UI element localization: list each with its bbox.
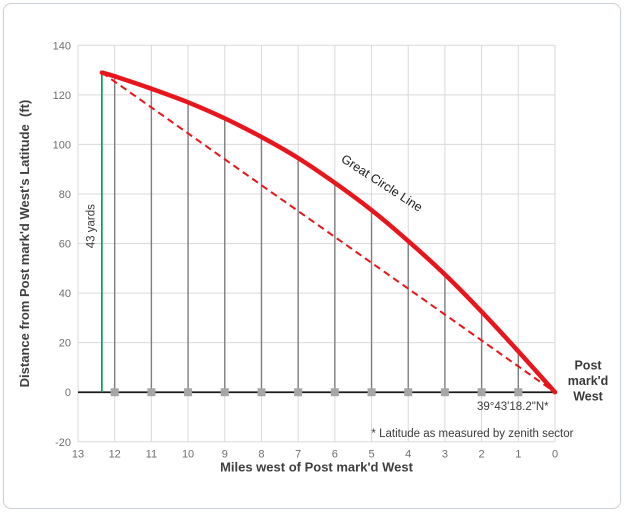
dashed-chord-line: [101, 71, 556, 394]
y-tick-label: 120: [53, 90, 71, 102]
mile-marker-square: [147, 388, 156, 397]
mile-droplines: [113, 76, 520, 393]
x-tick-label: 11: [146, 448, 157, 460]
x-tick-label: 2: [479, 448, 485, 460]
x-tick-label: 1: [515, 448, 521, 460]
y-tick-label: 80: [59, 189, 71, 201]
post-markd-west-label-line: West: [573, 390, 603, 404]
offset-43-yards-label: 43 yards: [86, 204, 98, 248]
mile-marker-square: [514, 388, 523, 397]
y-tick-label: -20: [55, 437, 71, 449]
mile-marker-square: [367, 388, 376, 397]
great-circle-line-label: Great Circle Line: [339, 152, 425, 215]
latitude-value-label: 39°43'18.2"N*: [477, 401, 549, 413]
mile-marker-square: [110, 388, 119, 397]
y-tick-label: 100: [53, 139, 71, 151]
y-tick-label: 20: [59, 338, 71, 350]
x-tick-label: 7: [295, 448, 301, 460]
mile-marker-square: [220, 388, 229, 397]
x-tick-label: 10: [182, 448, 194, 460]
x-tick-label: 0: [552, 448, 558, 460]
mile-marker-square: [294, 388, 303, 397]
x-tick-label: 3: [442, 448, 448, 460]
mile-markers: [110, 388, 523, 397]
y-tick-label: 0: [65, 387, 71, 399]
y-tick-label: 140: [53, 40, 71, 52]
mile-marker-square: [330, 388, 339, 397]
great-circle-line: [99, 70, 558, 395]
x-tick-label: 9: [222, 448, 228, 460]
mile-marker-square: [184, 388, 193, 397]
mile-marker-square: [257, 388, 266, 397]
mile-marker-square: [404, 388, 413, 397]
x-tick-label: 6: [332, 448, 338, 460]
mile-marker-square: [477, 388, 486, 397]
gridlines: [77, 44, 556, 443]
x-tick-label: 12: [109, 448, 121, 460]
x-tick-label: 13: [72, 448, 84, 460]
y-tick-label: 60: [59, 239, 71, 251]
y-tick-label: 40: [59, 288, 71, 300]
x-tick-label: 8: [258, 448, 264, 460]
x-tick-label: 5: [368, 448, 374, 460]
x-tick-label: 4: [405, 448, 411, 460]
x-axis-title: Miles west of Post mark'd West: [220, 460, 414, 475]
y-axis-title: Distance from Post mark'd West's Latitud…: [17, 100, 32, 388]
zenith-sector-footnote: * Latitude as measured by zenith sector: [371, 428, 573, 440]
mile-marker-square: [440, 388, 449, 397]
post-markd-west-label-line: mark'd: [568, 374, 609, 388]
post-markd-west-label-line: Post: [574, 359, 602, 373]
